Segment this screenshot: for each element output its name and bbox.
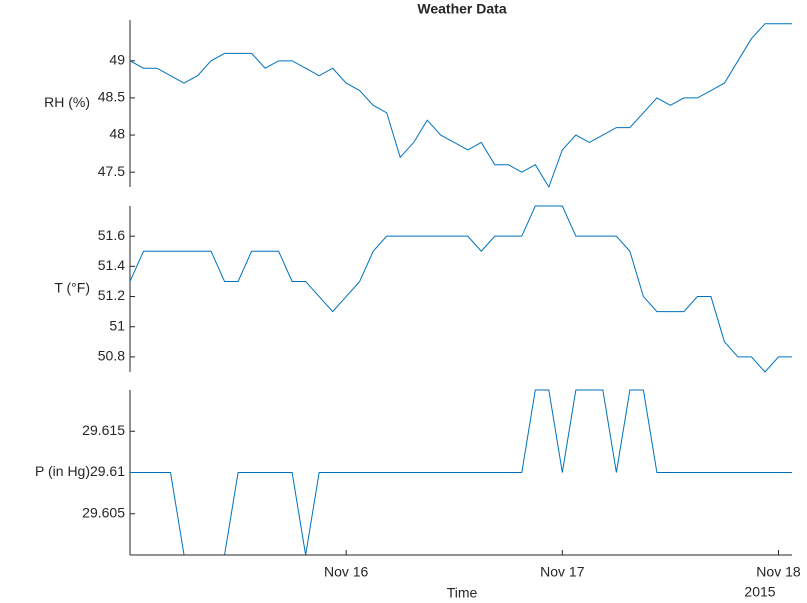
x-tick-label: Nov 17 <box>540 564 585 580</box>
y-axis-label: P (in Hg) <box>35 463 90 479</box>
y-tick-label: 29.615 <box>82 422 125 438</box>
y-axis-label: RH (%) <box>44 94 90 110</box>
x-tick-label: Nov 16 <box>324 564 369 580</box>
y-tick-label: 49 <box>109 52 125 68</box>
y-tick-label: 47.5 <box>98 163 125 179</box>
y-tick-label: 29.605 <box>82 504 125 520</box>
y-tick-label: 51 <box>109 317 125 333</box>
x-year-label: 2015 <box>744 584 775 600</box>
chart-title: Weather Data <box>417 1 506 17</box>
data-line <box>130 389 792 556</box>
y-tick-label: 51.2 <box>98 287 125 303</box>
x-axis-label: Time <box>447 585 478 601</box>
x-tick-label: Nov 18 <box>756 564 801 580</box>
y-tick-label: 48 <box>109 126 125 142</box>
y-tick-label: 48.5 <box>98 89 125 105</box>
y-axis-label: T (°F) <box>54 280 90 296</box>
y-tick-label: 51.6 <box>98 227 125 243</box>
y-tick-label: 29.61 <box>90 463 125 479</box>
data-line <box>129 205 792 373</box>
y-tick-label: 51.4 <box>98 257 125 273</box>
data-line <box>129 23 792 189</box>
y-tick-label: 50.8 <box>98 348 125 364</box>
